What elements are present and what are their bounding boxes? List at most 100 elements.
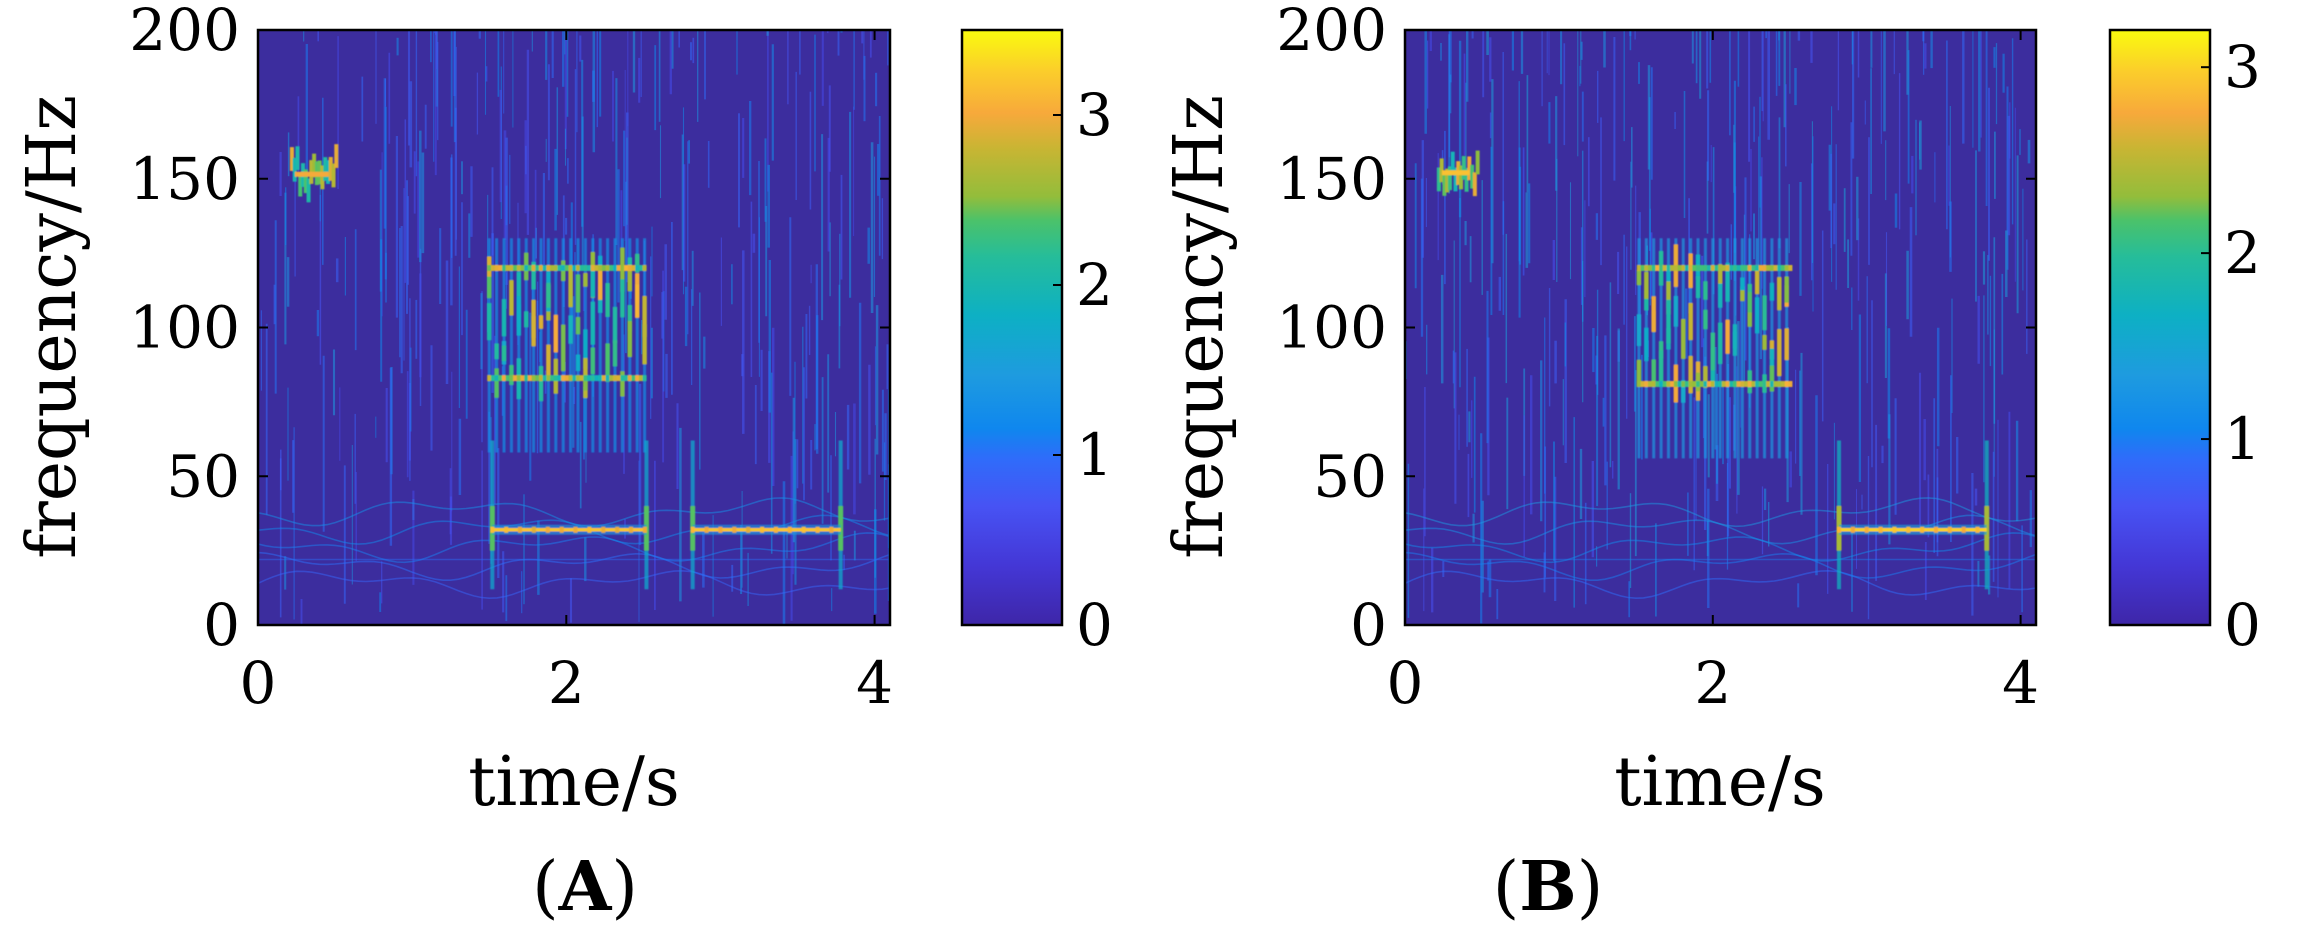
comb-edge-dot <box>564 265 569 271</box>
colorbar-tick-label: 1 <box>1076 421 1113 489</box>
comb-edge-dot <box>642 265 647 271</box>
comb-edge-dot <box>516 375 521 382</box>
comb-edge-dot <box>638 375 643 382</box>
comb-edge-dot <box>631 375 636 382</box>
comb-edge-dot <box>1788 265 1793 271</box>
comb-edge-dot <box>1673 381 1678 387</box>
panel-a: 0 2 4 0 50 100 150 200 time/s frequency/Hz (A)… <box>13 0 1113 927</box>
comb-edge-dot <box>1688 381 1693 387</box>
comb-edge-dot <box>524 375 529 382</box>
x-tick-label: 2 <box>1694 649 1731 717</box>
comb-edge-dot <box>1655 265 1660 271</box>
comb-edge-dot <box>502 265 506 271</box>
comb-edge-dot <box>635 375 640 382</box>
comb-edge-dot <box>1692 381 1697 387</box>
comb-edge-dot <box>1784 265 1789 271</box>
comb-edge-dot <box>490 375 495 382</box>
panel-label: (B) <box>1493 847 1604 927</box>
comb-edge-dot <box>487 265 492 271</box>
y-tick-label: 50 <box>166 442 240 510</box>
comb-edge-dot <box>1736 381 1741 387</box>
tone-bead <box>1878 526 1883 533</box>
comb-edge-dot <box>1707 265 1712 271</box>
y-tick-label: 200 <box>129 0 240 64</box>
comb-edge-dot <box>557 375 562 382</box>
comb-edge-dot <box>587 265 592 271</box>
comb-edge-dot <box>601 265 606 271</box>
comb-edge-dot <box>1684 381 1689 387</box>
comb-edge-dot <box>524 265 529 271</box>
comb-edge-dot <box>587 375 592 382</box>
comb-edge-dot <box>568 375 573 382</box>
comb-edge-dot <box>502 375 506 382</box>
y-tick-label: 150 <box>1276 145 1387 213</box>
comb-edge-dot <box>1688 265 1693 271</box>
y-axis-label: frequency/Hz <box>1160 95 1239 559</box>
comb-edge-dot <box>1784 381 1789 387</box>
comb-edge-dot <box>1703 381 1708 387</box>
comb-edge-dot <box>546 265 551 271</box>
low-frequency-trace <box>1404 551 2037 581</box>
comb-edge-dot <box>1777 265 1782 271</box>
comb-edge-dot <box>527 265 532 271</box>
x-tick-label: 0 <box>1387 649 1424 717</box>
comb-edge-dot <box>576 375 580 382</box>
comb-edge-dot <box>498 375 503 382</box>
comb-edge-dot <box>605 265 610 271</box>
comb-edge-dot <box>1721 381 1726 387</box>
comb-edge-dot <box>1696 265 1700 271</box>
comb-edge-dot <box>1714 265 1719 271</box>
comb-edge-dot <box>531 375 536 382</box>
tone-bead <box>518 526 522 533</box>
comb-edge-dot <box>546 375 551 382</box>
comb-edge-dot <box>539 375 543 382</box>
comb-edge-dot <box>1718 265 1723 271</box>
comb-edge-dot <box>576 265 580 271</box>
comb-edge-dot <box>1766 265 1771 271</box>
low-frequency-trace <box>1404 569 2037 600</box>
comb-edge-dot <box>1747 265 1752 271</box>
comb-edge-dot <box>635 265 640 271</box>
comb-edge-dot <box>564 375 569 382</box>
comb-edge-dot <box>1662 265 1667 271</box>
comb-edge-dot <box>527 375 532 382</box>
panel-b: 0 2 4 0 50 100 150 200 time/s frequency/Hz (B)… <box>1160 0 2261 927</box>
comb-edge-dot <box>638 265 643 271</box>
comb-edge-dot <box>594 375 599 382</box>
comb-edge-dot <box>550 375 555 382</box>
signal-features <box>1436 150 1990 590</box>
comb-edge-dot <box>613 265 617 271</box>
comb-edge-dot <box>1699 265 1704 271</box>
comb-edge-dot <box>1769 265 1774 271</box>
comb-edge-dot <box>505 265 510 271</box>
comb-edge-dot <box>1729 265 1734 271</box>
comb-edge-dot <box>1644 265 1649 271</box>
comb-edge-dot <box>1758 381 1763 387</box>
tone-bead <box>1892 526 1897 533</box>
comb-edge-dot <box>1721 265 1726 271</box>
comb-edge-dot <box>1659 265 1664 271</box>
comb-edge-dot <box>620 375 625 382</box>
tone-bead <box>746 526 751 533</box>
comb-edge-dot <box>1670 381 1675 387</box>
comb-edge-dot <box>1651 265 1656 271</box>
comb-edge-dot <box>624 265 629 271</box>
colorbar-tick-label: 1 <box>2224 405 2261 473</box>
tone-bead <box>587 526 592 533</box>
low-frequency-trace <box>1404 497 2037 528</box>
comb-edge-dot <box>494 265 499 271</box>
noise-streaks <box>1404 30 2037 624</box>
comb-edge-dot <box>624 375 629 382</box>
y-tick-label: 0 <box>1350 591 1387 659</box>
comb-edge-dot <box>1751 381 1756 387</box>
comb-edge-dot <box>601 375 606 382</box>
low-frequency-trace <box>257 532 891 564</box>
comb-edge-dot <box>509 265 514 271</box>
comb-edge-dot <box>1773 381 1778 387</box>
comb-edge-dot <box>553 375 558 382</box>
comb-edge-dot <box>490 265 495 271</box>
comb-edge-dot <box>553 265 558 271</box>
comb-edge-dot <box>1744 265 1748 271</box>
comb-edge-dot <box>509 375 514 382</box>
tone-bead <box>559 526 564 533</box>
